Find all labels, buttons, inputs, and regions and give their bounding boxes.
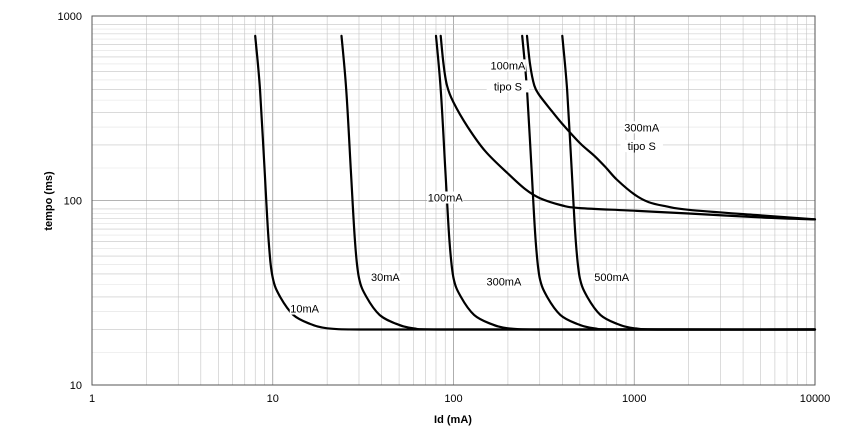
series-line-4: [521, 34, 817, 331]
annotation-bg: [370, 271, 401, 284]
annotation-bg: [427, 191, 464, 204]
curves: [254, 34, 817, 331]
x-tick-label: 100: [444, 393, 462, 405]
annotation-bg: [593, 271, 630, 284]
x-tick-labels: 1 10 100 1000 10000: [89, 393, 830, 405]
annotation-label: 30mA: [371, 272, 400, 284]
annotation-label: 300mA: [486, 277, 522, 289]
annotation-label: 100mA: [490, 60, 526, 72]
annotation-bg: [289, 302, 320, 315]
x-tick-label: 10: [267, 393, 279, 405]
annotation-label: tipo S: [628, 141, 656, 153]
series-line-5: [561, 34, 817, 331]
annotation-label: tipo S: [494, 81, 522, 93]
x-axis-label: Id (mA): [434, 414, 472, 426]
annotation-label: 100mA: [428, 193, 464, 205]
annotation-bg: [623, 121, 660, 134]
y-tick-label: 10: [70, 380, 82, 392]
annotation-label: 300mA: [624, 122, 660, 134]
y-tick-label: 100: [64, 196, 82, 208]
annotation-bg: [486, 80, 530, 93]
series-line-7: [525, 34, 817, 221]
x-tick-label: 10000: [800, 393, 831, 405]
y-axis-label: tempo (ms): [43, 171, 55, 231]
plot-frame: [91, 15, 816, 386]
annotation-label: 10mA: [290, 304, 319, 316]
x-tick-label: 1: [89, 393, 95, 405]
y-tick-labels: 10 100 1000: [58, 11, 82, 392]
annotation-label: 500mA: [594, 272, 630, 284]
y-tick-label: 1000: [58, 11, 82, 23]
x-tick-label: 1000: [622, 393, 646, 405]
annotation-bg: [620, 140, 663, 153]
annotations: 10mA 30mA 100mA 300mA 500mA 100mA tipo S 300mA t…: [289, 59, 663, 316]
annotation-bg: [489, 59, 526, 72]
series-line-6: [439, 34, 817, 221]
annotation-bg: [485, 275, 522, 288]
